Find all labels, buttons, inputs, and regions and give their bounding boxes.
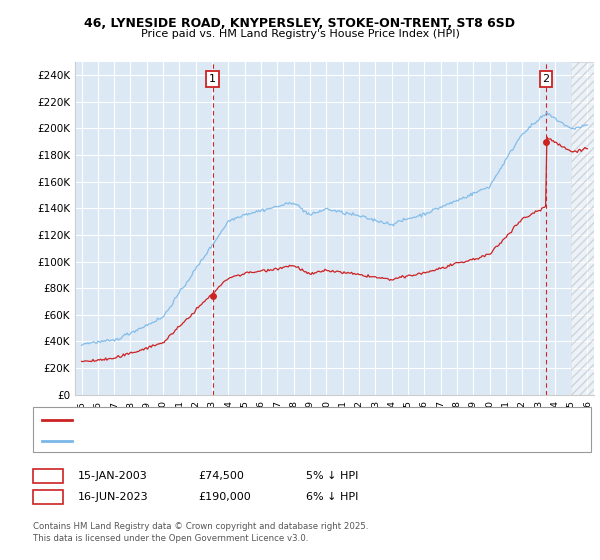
Text: 1: 1 <box>209 74 216 84</box>
Text: 2: 2 <box>44 492 52 502</box>
Bar <box>571 62 594 395</box>
Text: HPI: Average price, semi-detached house, Staffordshire Moorlands: HPI: Average price, semi-detached house,… <box>78 436 402 446</box>
Text: 6% ↓ HPI: 6% ↓ HPI <box>306 492 358 502</box>
Text: £190,000: £190,000 <box>198 492 251 502</box>
Text: 5% ↓ HPI: 5% ↓ HPI <box>306 471 358 481</box>
Text: 16-JUN-2023: 16-JUN-2023 <box>78 492 149 502</box>
Text: 2: 2 <box>542 74 550 84</box>
Text: 15-JAN-2003: 15-JAN-2003 <box>78 471 148 481</box>
Text: £74,500: £74,500 <box>198 471 244 481</box>
Text: Price paid vs. HM Land Registry's House Price Index (HPI): Price paid vs. HM Land Registry's House … <box>140 29 460 39</box>
Text: 1: 1 <box>44 471 52 481</box>
Text: 46, LYNESIDE ROAD, KNYPERSLEY, STOKE-ON-TRENT, ST8 6SD: 46, LYNESIDE ROAD, KNYPERSLEY, STOKE-ON-… <box>85 17 515 30</box>
Text: Contains HM Land Registry data © Crown copyright and database right 2025.
This d: Contains HM Land Registry data © Crown c… <box>33 522 368 543</box>
Text: 46, LYNESIDE ROAD, KNYPERSLEY, STOKE-ON-TRENT, ST8 6SD (semi-detached house): 46, LYNESIDE ROAD, KNYPERSLEY, STOKE-ON-… <box>78 414 499 424</box>
